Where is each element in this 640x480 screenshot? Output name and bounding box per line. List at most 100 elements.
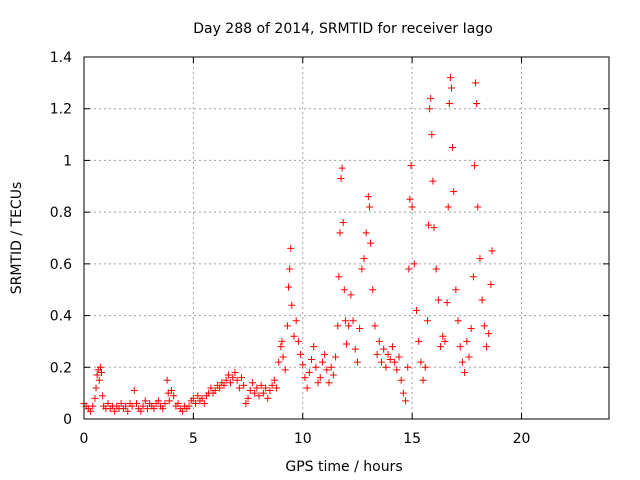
data-point: [474, 203, 482, 211]
data-point: [434, 296, 442, 304]
data-point: [143, 405, 151, 413]
data-point: [275, 358, 283, 366]
data-point: [340, 286, 348, 294]
data-point: [262, 384, 270, 392]
data-point: [375, 337, 383, 345]
data-point: [472, 79, 480, 87]
data-point: [454, 317, 462, 325]
data-point: [122, 402, 130, 410]
data-point: [227, 379, 235, 387]
data-point: [395, 353, 403, 361]
data-point: [417, 358, 425, 366]
data-point: [397, 376, 405, 384]
data-point: [393, 366, 401, 374]
data-point: [380, 345, 388, 353]
data-point: [216, 384, 224, 392]
data-point: [305, 368, 313, 376]
data-point: [264, 394, 272, 402]
data-point: [168, 387, 175, 395]
data-point: [362, 229, 370, 237]
data-point: [288, 301, 296, 309]
data-point: [224, 371, 232, 379]
data-point: [312, 363, 320, 371]
data-point: [244, 394, 252, 402]
data-point: [178, 407, 186, 415]
data-point: [428, 131, 436, 139]
data-point: [334, 322, 342, 330]
data-point: [150, 405, 158, 413]
data-point: [161, 399, 169, 407]
data-point: [238, 374, 245, 382]
data-point: [255, 392, 263, 400]
data-point: [404, 363, 412, 371]
plot-frame: [83, 56, 610, 420]
axis-ticks: [83, 56, 609, 420]
x-tick-label: 20: [513, 431, 531, 447]
data-point: [356, 325, 364, 332]
data-point: [427, 94, 435, 102]
y-tick-label: 1.2: [50, 102, 72, 118]
data-point: [341, 317, 349, 325]
data-point: [174, 399, 182, 407]
data-point: [382, 363, 390, 371]
data-point: [425, 221, 433, 229]
data-point: [222, 376, 230, 384]
data-point: [458, 358, 466, 366]
data-point: [410, 260, 418, 268]
data-point: [130, 387, 138, 395]
data-point: [266, 387, 274, 395]
data-point: [154, 397, 162, 405]
data-point: [402, 397, 410, 405]
data-point: [89, 402, 97, 410]
data-point: [399, 389, 407, 397]
data-point: [452, 286, 460, 294]
data-point: [299, 361, 307, 369]
data-point: [192, 399, 200, 407]
data-point: [257, 381, 265, 389]
data-point: [229, 374, 237, 382]
data-point: [141, 397, 149, 405]
data-point: [353, 358, 361, 366]
data-point: [327, 363, 335, 371]
data-point: [270, 376, 278, 384]
data-point: [308, 356, 315, 364]
data-point: [87, 407, 95, 415]
data-point: [391, 358, 399, 366]
data-point: [469, 273, 477, 281]
data-point: [367, 239, 375, 247]
data-point: [467, 325, 475, 332]
data-point: [423, 317, 431, 325]
data-point: [283, 322, 291, 330]
data-point: [443, 299, 451, 307]
data-point: [473, 100, 481, 108]
data-point: [248, 379, 256, 387]
data-point: [165, 397, 173, 405]
data-point: [339, 218, 347, 226]
x-tick-label: 15: [403, 431, 421, 447]
data-point: [303, 384, 311, 392]
data-point: [446, 74, 454, 82]
data-point: [99, 392, 107, 400]
data-point: [478, 296, 486, 304]
data-point: [231, 368, 239, 376]
data-point: [316, 374, 324, 382]
data-point: [465, 353, 473, 361]
data-point: [278, 337, 286, 345]
data-point: [485, 330, 493, 338]
data-point: [189, 394, 197, 402]
data-point: [281, 366, 289, 374]
data-point: [388, 343, 396, 351]
data-point: [220, 381, 228, 389]
data-point: [450, 187, 458, 195]
data-point: [117, 399, 125, 407]
data-point: [337, 175, 345, 183]
chart-title: Day 288 of 2014, SRMTID for receiver Iag…: [193, 21, 493, 37]
data-point: [407, 162, 415, 170]
data-point: [128, 402, 136, 410]
data-point: [279, 353, 287, 361]
data-point: [124, 407, 132, 415]
data-point: [242, 399, 250, 407]
data-point: [233, 376, 241, 384]
data-point: [378, 358, 385, 366]
